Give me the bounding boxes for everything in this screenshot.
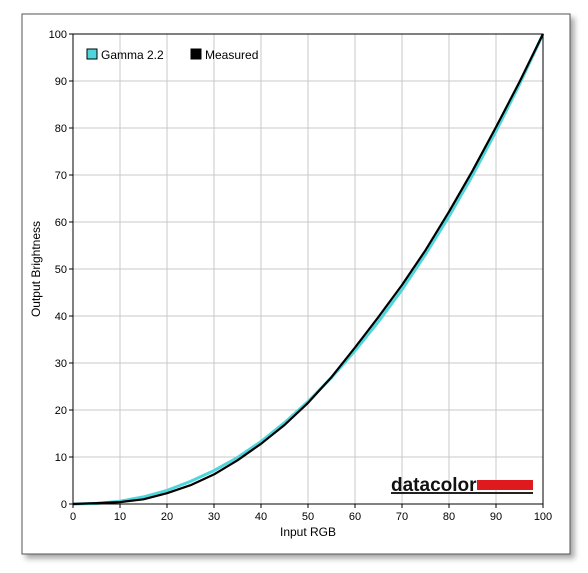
datacolor-logo: datacolor [391,475,533,496]
x-axis-label: Input RGB [280,525,336,539]
x-tick-label: 50 [302,511,314,523]
y-axis-ticks: 0 10 20 30 40 50 60 70 80 90 100 [49,29,73,511]
y-tick-label: 20 [55,405,67,417]
series-lines [72,33,545,506]
y-tick-label: 80 [55,123,67,135]
x-tick-label: 0 [70,511,76,523]
y-tick-label: 0 [61,499,67,511]
x-tick-label: 20 [161,511,173,523]
legend-label-measured: Measured [205,48,258,62]
x-tick-label: 10 [114,511,126,523]
y-tick-label: 40 [55,311,67,323]
legend-swatch-gamma [86,48,98,60]
x-tick-label: 70 [396,511,408,523]
x-tick-label: 60 [349,511,361,523]
y-axis-label: Output Brightness [29,221,43,317]
legend-label-gamma: Gamma 2.2 [101,48,164,62]
legend: Gamma 2.2 Measured [86,48,258,62]
x-axis-ticks: 0 10 20 30 40 50 60 70 80 90 100 [70,504,552,523]
logo-wordmark: datacolor [391,475,477,496]
legend-swatch-measured [190,48,202,60]
x-tick-label: 90 [490,511,502,523]
y-tick-label: 30 [55,358,67,370]
x-tick-label: 30 [208,511,220,523]
x-tick-label: 100 [534,511,552,523]
measured-line [72,33,544,506]
y-tick-label: 100 [49,29,67,41]
logo-red-bar [477,480,533,490]
y-tick-label: 90 [55,76,67,88]
chart-panel [21,13,571,555]
x-tick-label: 40 [255,511,267,523]
x-tick-label: 80 [443,511,455,523]
y-tick-label: 50 [55,264,67,276]
y-tick-label: 70 [55,170,67,182]
y-tick-label: 10 [55,452,67,464]
y-tick-label: 60 [55,217,67,229]
logo-underline [391,492,533,494]
